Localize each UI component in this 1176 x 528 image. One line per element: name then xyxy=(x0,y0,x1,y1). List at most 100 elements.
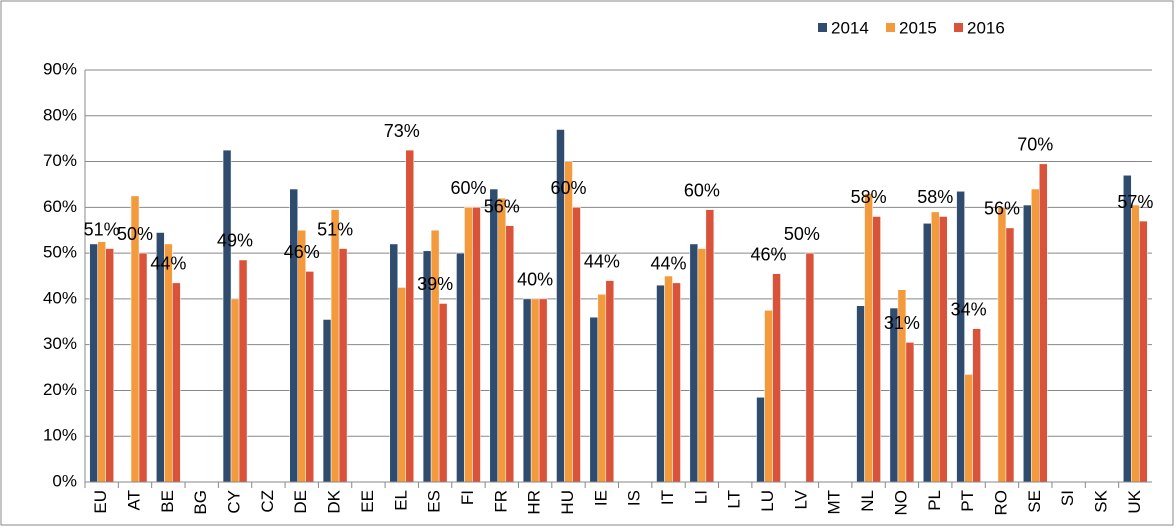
x-tick-label: RO xyxy=(991,490,1010,516)
bar xyxy=(472,207,481,483)
value-label: 70% xyxy=(1017,135,1053,155)
bar xyxy=(464,207,473,483)
bar xyxy=(289,188,298,483)
bar xyxy=(430,229,440,483)
x-tick-label: AT xyxy=(125,490,144,510)
bar xyxy=(1139,220,1148,483)
bar xyxy=(505,225,515,483)
x-tick-label: FR xyxy=(491,490,510,513)
x-tick-label: EL xyxy=(391,490,410,511)
bar xyxy=(772,273,781,483)
value-label: 60% xyxy=(684,180,720,200)
value-label: 57% xyxy=(1117,192,1153,212)
x-tick-label: ES xyxy=(425,490,444,513)
value-label: 40% xyxy=(517,270,553,290)
bar xyxy=(997,207,1007,483)
legend-swatch xyxy=(954,23,963,32)
x-tick-label: EU xyxy=(91,490,110,514)
value-label: 60% xyxy=(550,178,586,198)
y-tick-label: 40% xyxy=(43,288,77,307)
bar xyxy=(138,252,148,483)
bar xyxy=(689,243,699,483)
bar xyxy=(964,374,973,483)
x-tick-label: DK xyxy=(325,489,344,513)
legend-label: 2014 xyxy=(831,18,869,37)
bar xyxy=(522,298,532,483)
value-label: 56% xyxy=(484,196,520,216)
value-label: 60% xyxy=(450,178,486,198)
value-label: 44% xyxy=(584,251,620,271)
value-label: 51% xyxy=(84,219,120,239)
bar xyxy=(438,303,448,483)
x-tick-label: SE xyxy=(1025,490,1044,513)
value-label: 50% xyxy=(784,224,820,244)
value-label: 44% xyxy=(150,254,186,274)
bar xyxy=(305,271,314,483)
x-tick-label: FI xyxy=(458,490,477,505)
bar xyxy=(756,397,765,483)
y-tick-label: 60% xyxy=(43,197,77,216)
bar xyxy=(530,298,540,483)
x-tick-label: IT xyxy=(658,490,677,505)
x-tick-label: IS xyxy=(625,490,644,506)
bar xyxy=(489,188,499,483)
x-tick-label: CY xyxy=(225,490,244,514)
bar xyxy=(405,149,415,483)
bar xyxy=(1023,204,1032,483)
value-label: 46% xyxy=(284,242,320,262)
value-label: 34% xyxy=(951,299,987,319)
bar xyxy=(572,207,581,483)
bar xyxy=(338,248,348,483)
value-label: 50% xyxy=(117,224,153,244)
x-tick-label: MT xyxy=(825,490,844,515)
y-tick-label: 50% xyxy=(43,243,77,262)
bar xyxy=(1123,175,1132,483)
bar xyxy=(297,229,306,483)
legend-label: 2016 xyxy=(967,18,1005,37)
value-label: 56% xyxy=(984,199,1020,219)
bar xyxy=(805,252,815,483)
bar xyxy=(172,282,181,483)
bar xyxy=(1131,204,1140,483)
bar xyxy=(931,211,940,483)
bar xyxy=(664,275,673,483)
legend-label: 2015 xyxy=(899,18,937,37)
x-tick-label: LU xyxy=(758,490,777,512)
bar xyxy=(956,191,965,483)
x-tick-label: NL xyxy=(858,490,877,512)
bar xyxy=(1039,163,1048,483)
bar xyxy=(1031,188,1040,483)
x-tick-label: BE xyxy=(158,490,177,513)
value-label: 58% xyxy=(851,187,887,207)
x-tick-label: IE xyxy=(591,490,610,506)
bar xyxy=(589,316,599,483)
x-tick-label: HU xyxy=(558,490,577,515)
value-label: 49% xyxy=(217,231,253,251)
bar xyxy=(456,252,465,483)
bar xyxy=(872,216,881,483)
bar xyxy=(89,243,98,483)
bar xyxy=(97,241,106,483)
bar xyxy=(164,243,173,483)
y-tick-label: 0% xyxy=(52,471,77,490)
x-tick-label: SK xyxy=(1091,489,1110,512)
x-tick-label: LT xyxy=(725,490,744,509)
bar xyxy=(939,216,948,483)
x-tick-label: LV xyxy=(791,489,810,509)
legend-swatch xyxy=(818,23,827,32)
x-tick-label: DE xyxy=(291,490,310,514)
bar xyxy=(238,259,248,483)
y-tick-label: 90% xyxy=(43,59,77,78)
bar xyxy=(230,298,240,483)
bar xyxy=(905,342,915,483)
value-label: 73% xyxy=(384,121,420,141)
bar xyxy=(764,310,773,483)
value-label: 44% xyxy=(651,254,687,274)
bar xyxy=(564,161,573,483)
y-tick-label: 70% xyxy=(43,151,77,170)
bar xyxy=(497,197,507,483)
x-tick-label: UK xyxy=(1125,489,1144,513)
y-tick-label: 80% xyxy=(43,105,77,124)
x-tick-label: BG xyxy=(191,490,210,515)
bar xyxy=(597,294,607,483)
